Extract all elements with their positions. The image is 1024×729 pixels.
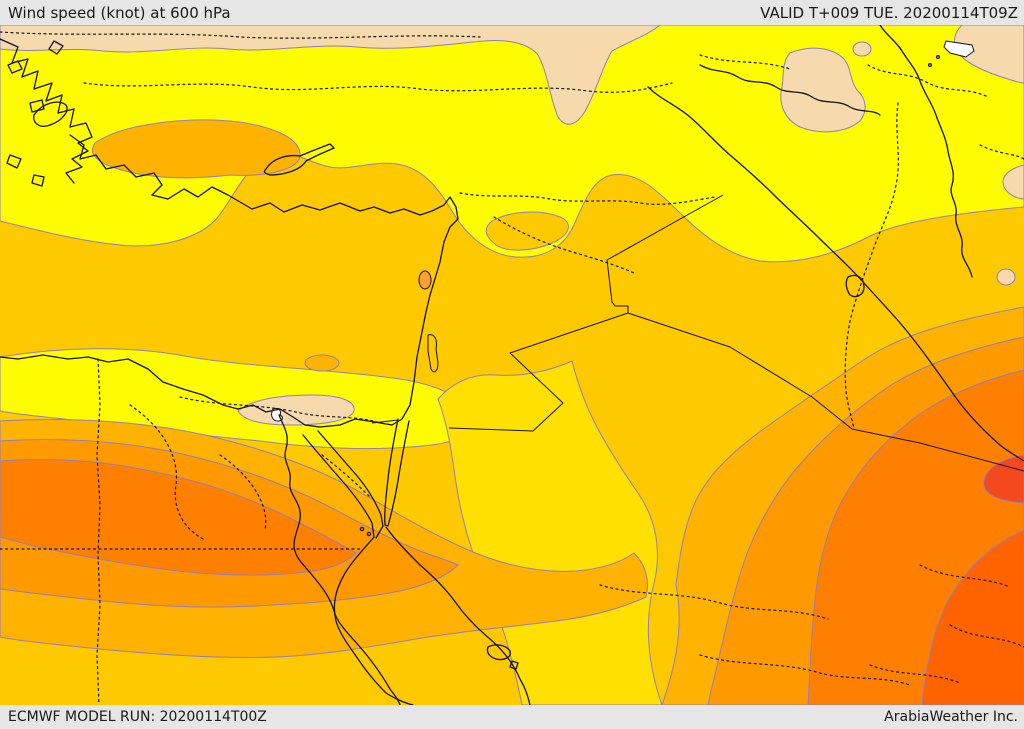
island-aegean-2 [29,99,45,113]
dead-sea [427,334,439,373]
border-turkey-syria [459,192,716,205]
border-saudi-east-1 [919,564,1011,588]
coastline-gulf-of-suez-east [317,430,384,539]
lake-dot-1 [935,54,941,60]
border-southeast-corner-2 [869,664,961,684]
border-nw-egypt [179,396,381,424]
footer-bar: ECMWF MODEL RUN: 20200114T00Z ArabiaWeat… [0,705,1024,729]
border-egypt-oasis-1 [129,404,206,541]
border-iran-northeast [979,144,1024,160]
region-deeporange-egypt [0,459,357,576]
coastline-levant-egypt [0,134,459,428]
region-calm-qattara-lens [237,394,355,426]
wind-speed-contour-map [0,25,1024,705]
island-suez-tip-2 [366,531,372,537]
coastline-red-sea-east [385,526,531,705]
border-saudi-interior-2 [699,654,911,686]
weather-map [0,25,1024,705]
island-aegean-1 [7,60,23,74]
region-calm-northeast-corner [954,25,1024,84]
border-caucasus-2 [867,64,989,98]
river-aras [879,25,973,278]
header-bar: Wind speed (knot) at 600 hPa VALID T+009… [0,0,1024,25]
border-iran-iraq [844,102,899,430]
border-southeast-corner-1 [949,624,1024,648]
river-euphrates [647,86,1024,462]
island-aegean-5 [31,174,45,187]
region-gold-finger-syria [485,211,569,251]
region-darkorange-corner [921,529,1024,705]
lake-galilee [418,270,432,290]
coastline-red-sea-west [333,536,414,705]
border-caucasus-1 [699,54,791,70]
border-syria-iraq-jordan [448,194,724,432]
region-amber-coast-blob [304,354,340,372]
region-calm-small-blob [852,41,872,57]
river-nile [278,414,401,705]
island-rhodes [33,101,68,127]
island-aegean-4 [6,154,22,169]
border-sinai-track [321,454,371,498]
island-cyprus [263,143,335,176]
region-red-east-edge [983,454,1024,504]
lake-sevan [943,40,975,58]
border-iraq-saudi [627,312,1024,472]
valid-time-label: VALID T+009 TUE. 20200114T09Z [760,3,1018,22]
region-calm-armenia-blob [780,47,866,133]
island-red-sea-1 [486,644,511,661]
coastline-gulf-of-suez-west [302,434,375,538]
model-run-label: ECMWF MODEL RUN: 20200114T00Z [8,709,267,725]
coastline-gulf-of-aqaba-west [384,418,399,526]
coastline-gulf-of-aqaba-east [384,420,410,527]
lake-dot-2 [927,62,933,68]
island-aegean-3 [48,40,64,55]
island-suez-tip-1 [359,526,365,532]
border-egypt-israel [371,419,399,424]
region-palegold-west-arabia [437,360,663,705]
river-anatolia [699,64,881,116]
border-egypt-oasis-2 [219,454,267,531]
coastline-aegean [0,38,93,184]
map-title: Wind speed (knot) at 600 hPa [8,3,231,22]
region-calm-iran-edge [1002,164,1024,200]
border-syria-iraq-north [493,216,635,274]
region-calm-iran-circle [996,268,1016,286]
border-saudi-interior-1 [599,584,829,620]
border-libya-egypt [96,358,101,705]
border-turkey-north [83,82,673,93]
island-red-sea-2 [509,660,519,670]
region-calm-north-band [0,25,661,125]
attribution-label: ArabiaWeather Inc. [884,709,1018,725]
lake-urmia [845,274,865,298]
